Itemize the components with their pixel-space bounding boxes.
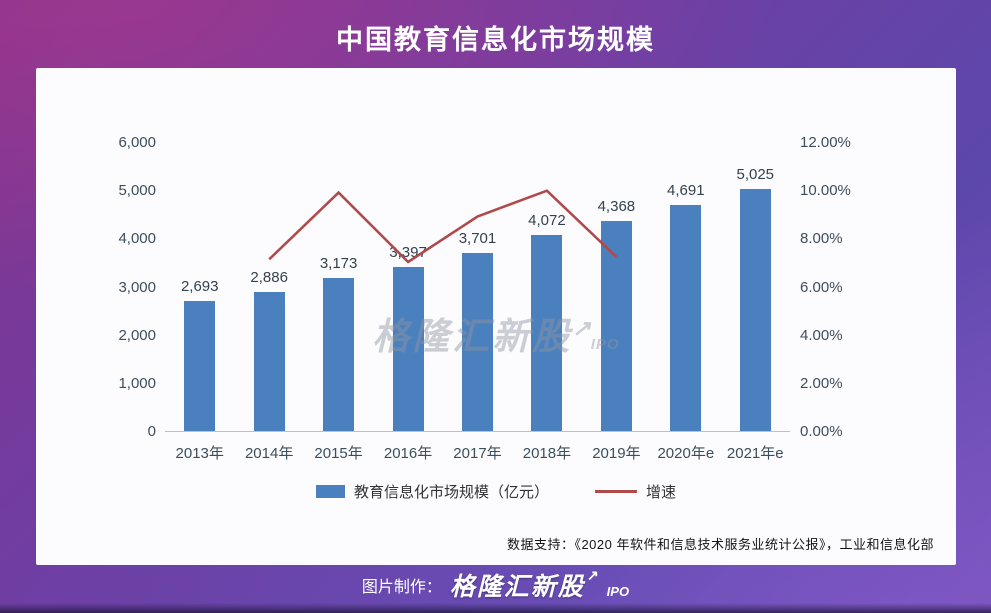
y-axis-right: 0.00% 2.00% 4.00% 6.00% 8.00% 10.00% 12.00% (800, 134, 900, 440)
page-title: 中国教育信息化市场规模 (336, 25, 655, 55)
y-axis-tick-right: 8.00% (800, 230, 843, 248)
y-axis-tick-right: 2.00% (800, 374, 843, 392)
legend-bar-label: 教育信息化市场规模（亿元） (353, 484, 549, 501)
footer: 图片制作： 格隆汇新股 ↗ IPO (0, 567, 991, 603)
trend-arrow-icon: ↗ (586, 567, 599, 583)
x-axis: 2013年 2014年 2015年 2016年 2017年 2018年 2019年 2020年… (165, 442, 790, 464)
bar (392, 267, 424, 431)
x-axis-label: 2021年e (726, 445, 784, 462)
growth-line-path (268, 189, 618, 264)
y-axis-tick-left: 2,000 (118, 326, 156, 344)
x-axis-label: 2017年 (453, 445, 502, 462)
y-axis-tick-left: 4,000 (118, 230, 156, 248)
chart-card: 0 1,000 2,000 3,000 4,000 5,000 6,000 2,693 2,8… (36, 68, 956, 565)
bar-value-label: 4,691 (667, 182, 705, 200)
bar-value-label: 4,368 (597, 197, 636, 215)
legend-item-market-size: 教育信息化市场规模（亿元） (315, 481, 549, 502)
y-axis-tick-right: 12.00% (800, 134, 851, 151)
bar-value-label: 2,886 (250, 269, 288, 286)
y-axis-left: 0 1,000 2,000 3,000 4,000 5,000 6,000 (44, 134, 156, 440)
bar (670, 205, 702, 431)
y-axis-tick-left: 1,000 (118, 374, 156, 392)
bar (253, 292, 285, 431)
y-axis-tick-right: 4.00% (800, 326, 843, 344)
bar-swatch-icon (315, 485, 345, 498)
bar (184, 301, 216, 431)
x-axis-label: 2018年 (522, 445, 572, 462)
bar-value-label: 3,173 (319, 255, 358, 273)
bar (739, 188, 771, 431)
plot-area: 2,693 2,886 3,173 3,397 3,701 4,072 4,368 4,691… (165, 143, 790, 432)
line-swatch-icon (595, 490, 637, 493)
x-axis-label: 2013年 (175, 445, 224, 462)
y-axis-tick-left: 5,000 (118, 182, 156, 200)
growth-line (268, 189, 618, 264)
legend: 教育信息化市场规模（亿元） 增速 (36, 481, 956, 502)
footer-ipo: IPO (606, 584, 630, 599)
bar-value-label: 4,072 (528, 211, 566, 229)
y-axis-tick-right: 6.00% (800, 278, 843, 296)
bar (462, 252, 493, 431)
bar (323, 278, 355, 431)
bar-value-label: 3,701 (458, 229, 497, 247)
x-axis-label: 2015年 (314, 445, 363, 462)
y-axis-tick-right: 0.00% (800, 423, 843, 440)
x-axis-label: 2014年 (244, 445, 294, 462)
y-axis-tick-right: 10.00% (800, 182, 851, 200)
legend-line-label: 增速 (646, 484, 677, 501)
y-axis-tick-left: 6,000 (118, 134, 156, 151)
y-axis-tick-left: 0 (147, 423, 156, 440)
x-axis-label: 2020年e (657, 445, 715, 462)
bar (531, 234, 563, 431)
x-axis-label: 2019年 (592, 445, 641, 462)
footer-brand: 格隆汇新股 (449, 573, 585, 601)
legend-item-growth: 增速 (595, 481, 676, 502)
x-axis-label: 2016年 (383, 445, 433, 462)
footnote: 数据支持：《2020 年软件和信息技术服务业统计公报》，工业和信息化部 (506, 537, 934, 552)
footer-prefix: 图片制作： (361, 579, 442, 596)
bar-value-label: 5,025 (736, 165, 775, 183)
bar-value-label: 2,693 (180, 278, 219, 296)
y-axis-tick-left: 3,000 (118, 278, 156, 296)
